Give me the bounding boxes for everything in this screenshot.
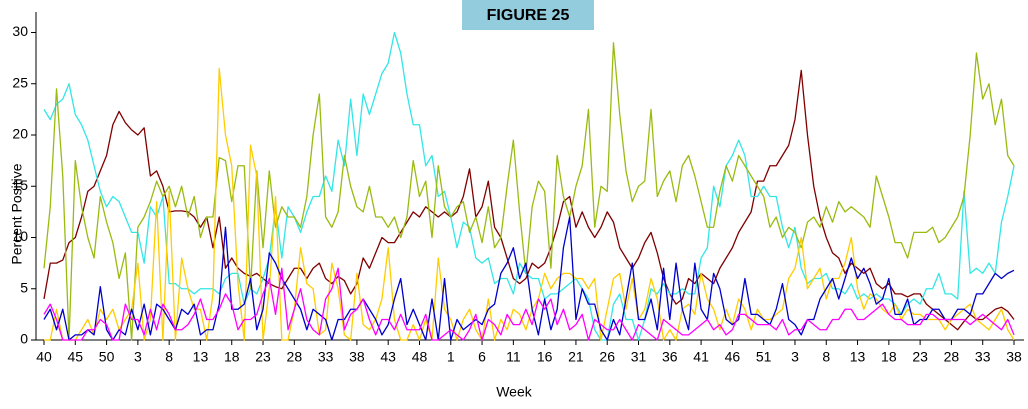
series-line [43,267,1015,341]
x-tick-label: 41 [693,349,709,365]
x-tick-label: 51 [756,349,772,365]
x-tick-label: 40 [36,349,52,365]
x-tick-label: 3 [791,349,799,365]
x-tick-label: 23 [912,349,928,365]
x-tick-label: 1 [447,349,455,365]
x-tick-label: 11 [506,349,521,365]
x-tick-label: 23 [255,349,271,365]
x-tick-label: 38 [349,349,365,365]
x-tick-label: 16 [537,349,553,365]
x-tick-label: 31 [631,349,647,365]
x-tick-label: 33 [975,349,991,365]
x-tick-label: 28 [944,349,960,365]
x-tick-label: 28 [287,349,303,365]
x-tick-label: 6 [478,349,486,365]
x-tick-label: 26 [599,349,615,365]
chart-title: FIGURE 25 [487,7,570,24]
x-tick-label: 8 [165,349,173,365]
y-tick-label: 10 [12,228,28,244]
y-tick-label: 30 [12,23,28,39]
y-tick-label: 25 [12,74,28,90]
y-tick-label: 15 [12,177,28,193]
x-tick-label: 45 [68,349,84,365]
x-tick-label: 13 [193,349,209,365]
x-tick-label: 18 [224,349,240,365]
series-line [43,31,1015,341]
series-line [44,67,1015,341]
x-tick-label: 48 [412,349,428,365]
x-tick-label: 50 [99,349,115,365]
series-line [43,216,1015,341]
title-box [462,0,594,30]
y-tick-label: 0 [20,331,28,347]
x-tick-label: 36 [662,349,678,365]
x-tick-label: 21 [568,349,584,365]
x-tick-label: 33 [318,349,334,365]
x-tick-label: 13 [850,349,866,365]
x-tick-label: 38 [1006,349,1022,365]
x-tick-label: 46 [725,349,741,365]
x-tick-label: 43 [380,349,396,365]
y-tick-label: 5 [20,279,28,295]
x-tick-label: 18 [881,349,897,365]
x-tick-label: 3 [134,349,142,365]
y-tick-label: 20 [12,126,28,142]
x-axis-label: Week [496,384,533,400]
y-axis-label: Percent Positive [9,163,25,264]
series-line [43,42,1015,341]
x-tick-label: 8 [822,349,830,365]
